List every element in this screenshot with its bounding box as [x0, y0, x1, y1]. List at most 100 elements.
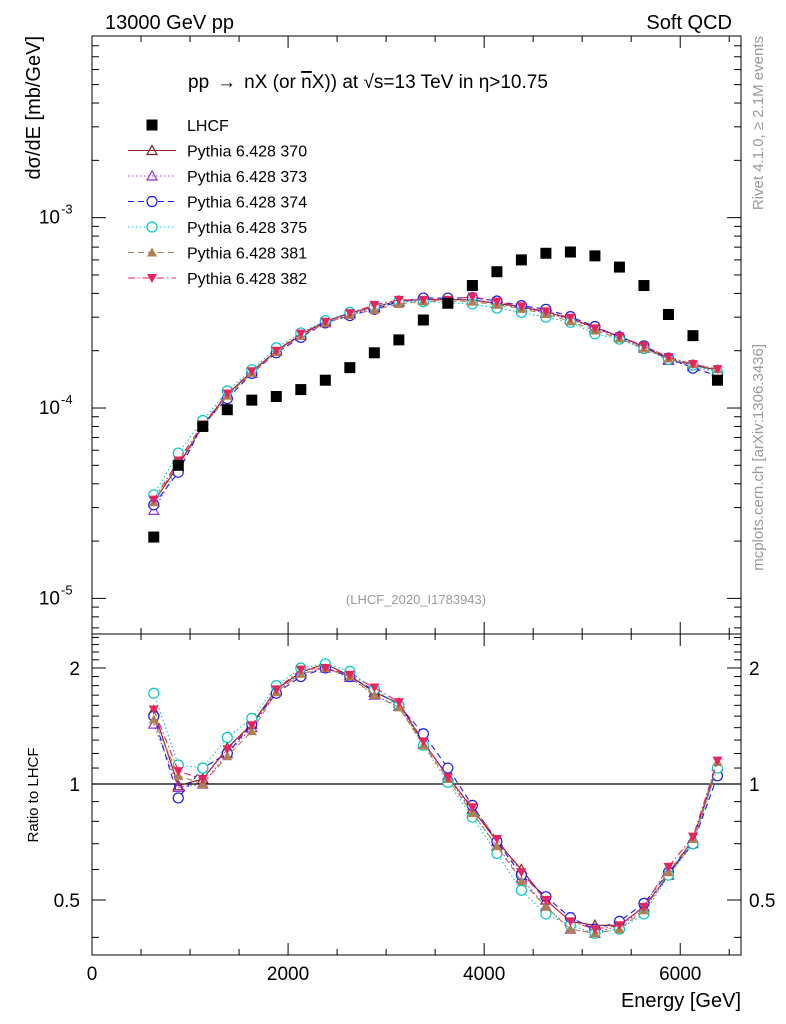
ratio-point	[663, 862, 674, 872]
ratio-series-pythia-6-428-382	[148, 663, 723, 935]
data-point	[344, 309, 355, 319]
data-point	[393, 295, 404, 305]
ratio-tick-label-right: 1	[749, 775, 760, 796]
data-point	[319, 374, 331, 386]
ratio-point	[172, 779, 185, 791]
legend-label: LHCF	[187, 118, 229, 135]
data-point	[565, 313, 576, 323]
series-layer	[147, 246, 724, 543]
series-pythia-6-428-382	[148, 292, 723, 505]
legend-marker	[147, 274, 157, 283]
legend-entry: Pythia 6.428 375	[128, 220, 307, 237]
ratio-layer	[147, 657, 724, 939]
legend: LHCF Pythia 6.428 370 Pythia 6.428 373 Pyth…	[128, 118, 307, 288]
ratio-series-pythia-6-428-375	[148, 658, 724, 939]
data-point	[516, 302, 527, 312]
legend-marker	[146, 119, 158, 131]
header-right: Soft QCD	[646, 12, 732, 34]
legend-entry: LHCF	[146, 118, 229, 135]
data-point	[467, 292, 478, 302]
ratio-plot-frame	[91, 633, 742, 956]
data-point	[417, 314, 429, 326]
ratio-point	[222, 745, 233, 755]
data-point	[271, 346, 282, 356]
ratio-point	[687, 832, 698, 842]
title-nx: nX (or	[244, 72, 301, 93]
series-line	[153, 301, 718, 496]
ratio-series-pythia-6-428-381	[148, 662, 723, 938]
data-point	[270, 390, 282, 402]
data-point	[614, 332, 625, 342]
title-arrow: →	[217, 72, 236, 93]
ratio-point	[173, 767, 184, 777]
ratio-point	[565, 917, 576, 927]
title-pp: pp	[188, 72, 209, 93]
data-point	[711, 374, 723, 386]
ratio-point	[491, 834, 502, 844]
ratio-tick-label-right: 2	[749, 659, 760, 680]
ratio-point	[246, 726, 257, 736]
data-point	[172, 459, 184, 471]
y-tick-exponent: -4	[61, 392, 73, 407]
series-line	[153, 298, 718, 503]
data-point	[442, 297, 454, 309]
ratio-line	[153, 667, 719, 930]
legend-entry: Pythia 6.428 373	[128, 169, 307, 186]
title-energy: =13 TeV in	[383, 72, 478, 93]
ratio-point	[442, 762, 454, 774]
data-point	[638, 280, 650, 292]
series-pythia-6-428-370	[147, 293, 724, 507]
data-point	[368, 347, 380, 359]
legend-label: Pythia 6.428 373	[187, 169, 307, 186]
x-tick-label: 2000	[267, 964, 309, 985]
y-tick-exponent: -3	[61, 202, 73, 217]
title-eta: η	[479, 72, 490, 93]
ratio-point	[320, 663, 331, 673]
mcplots-label: mcplots.cern.ch [arXiv:1306.3436]	[750, 344, 767, 571]
data-point	[246, 367, 257, 377]
ratio-point	[467, 808, 478, 818]
legend-label: Pythia 6.428 374	[187, 195, 307, 212]
ratio-point	[369, 690, 380, 700]
series-line	[153, 297, 718, 506]
ratio-point	[221, 731, 233, 744]
legend-label: Pythia 6.428 382	[187, 271, 307, 288]
title-nbar: n	[301, 72, 312, 93]
legend-marker	[146, 221, 158, 233]
ratio-point	[565, 924, 576, 934]
legend-marker	[146, 195, 158, 208]
ratio-line	[153, 663, 719, 926]
x-axis-label: Energy [GeV]	[621, 990, 741, 1012]
data-point	[638, 341, 649, 351]
ratio-point	[222, 751, 233, 761]
ratio-point	[172, 781, 185, 792]
y-tick-label: 10	[39, 588, 60, 609]
legend-label: Pythia 6.428 381	[187, 246, 307, 263]
data-point	[418, 295, 429, 305]
ratio-point	[417, 728, 429, 740]
ratio-point	[393, 698, 404, 708]
title-sqrt: √s	[363, 72, 383, 93]
ratio-tick-label: 1	[69, 775, 80, 796]
ratio-point	[515, 884, 527, 896]
ratio-point	[638, 902, 649, 912]
legend-marker	[147, 247, 157, 257]
data-point	[295, 384, 307, 396]
ratio-point	[614, 921, 625, 931]
ratio-point	[148, 705, 159, 715]
data-point	[320, 317, 331, 327]
ratio-point	[712, 756, 723, 766]
legend-marker	[145, 169, 159, 181]
ratio-point	[197, 775, 208, 785]
ratio-point	[516, 876, 527, 886]
ratio-point	[148, 714, 159, 724]
ratio-series-pythia-6-428-374	[148, 662, 724, 935]
plot-title-text: pp → nX (or nX)) at √s=13 TeV in η>10.75	[188, 72, 548, 93]
ratio-series-pythia-6-428-370	[147, 657, 724, 930]
data-point	[712, 365, 723, 375]
data-point	[687, 330, 699, 342]
ratio-point	[172, 792, 184, 804]
series-pythia-6-428-374	[148, 292, 724, 511]
